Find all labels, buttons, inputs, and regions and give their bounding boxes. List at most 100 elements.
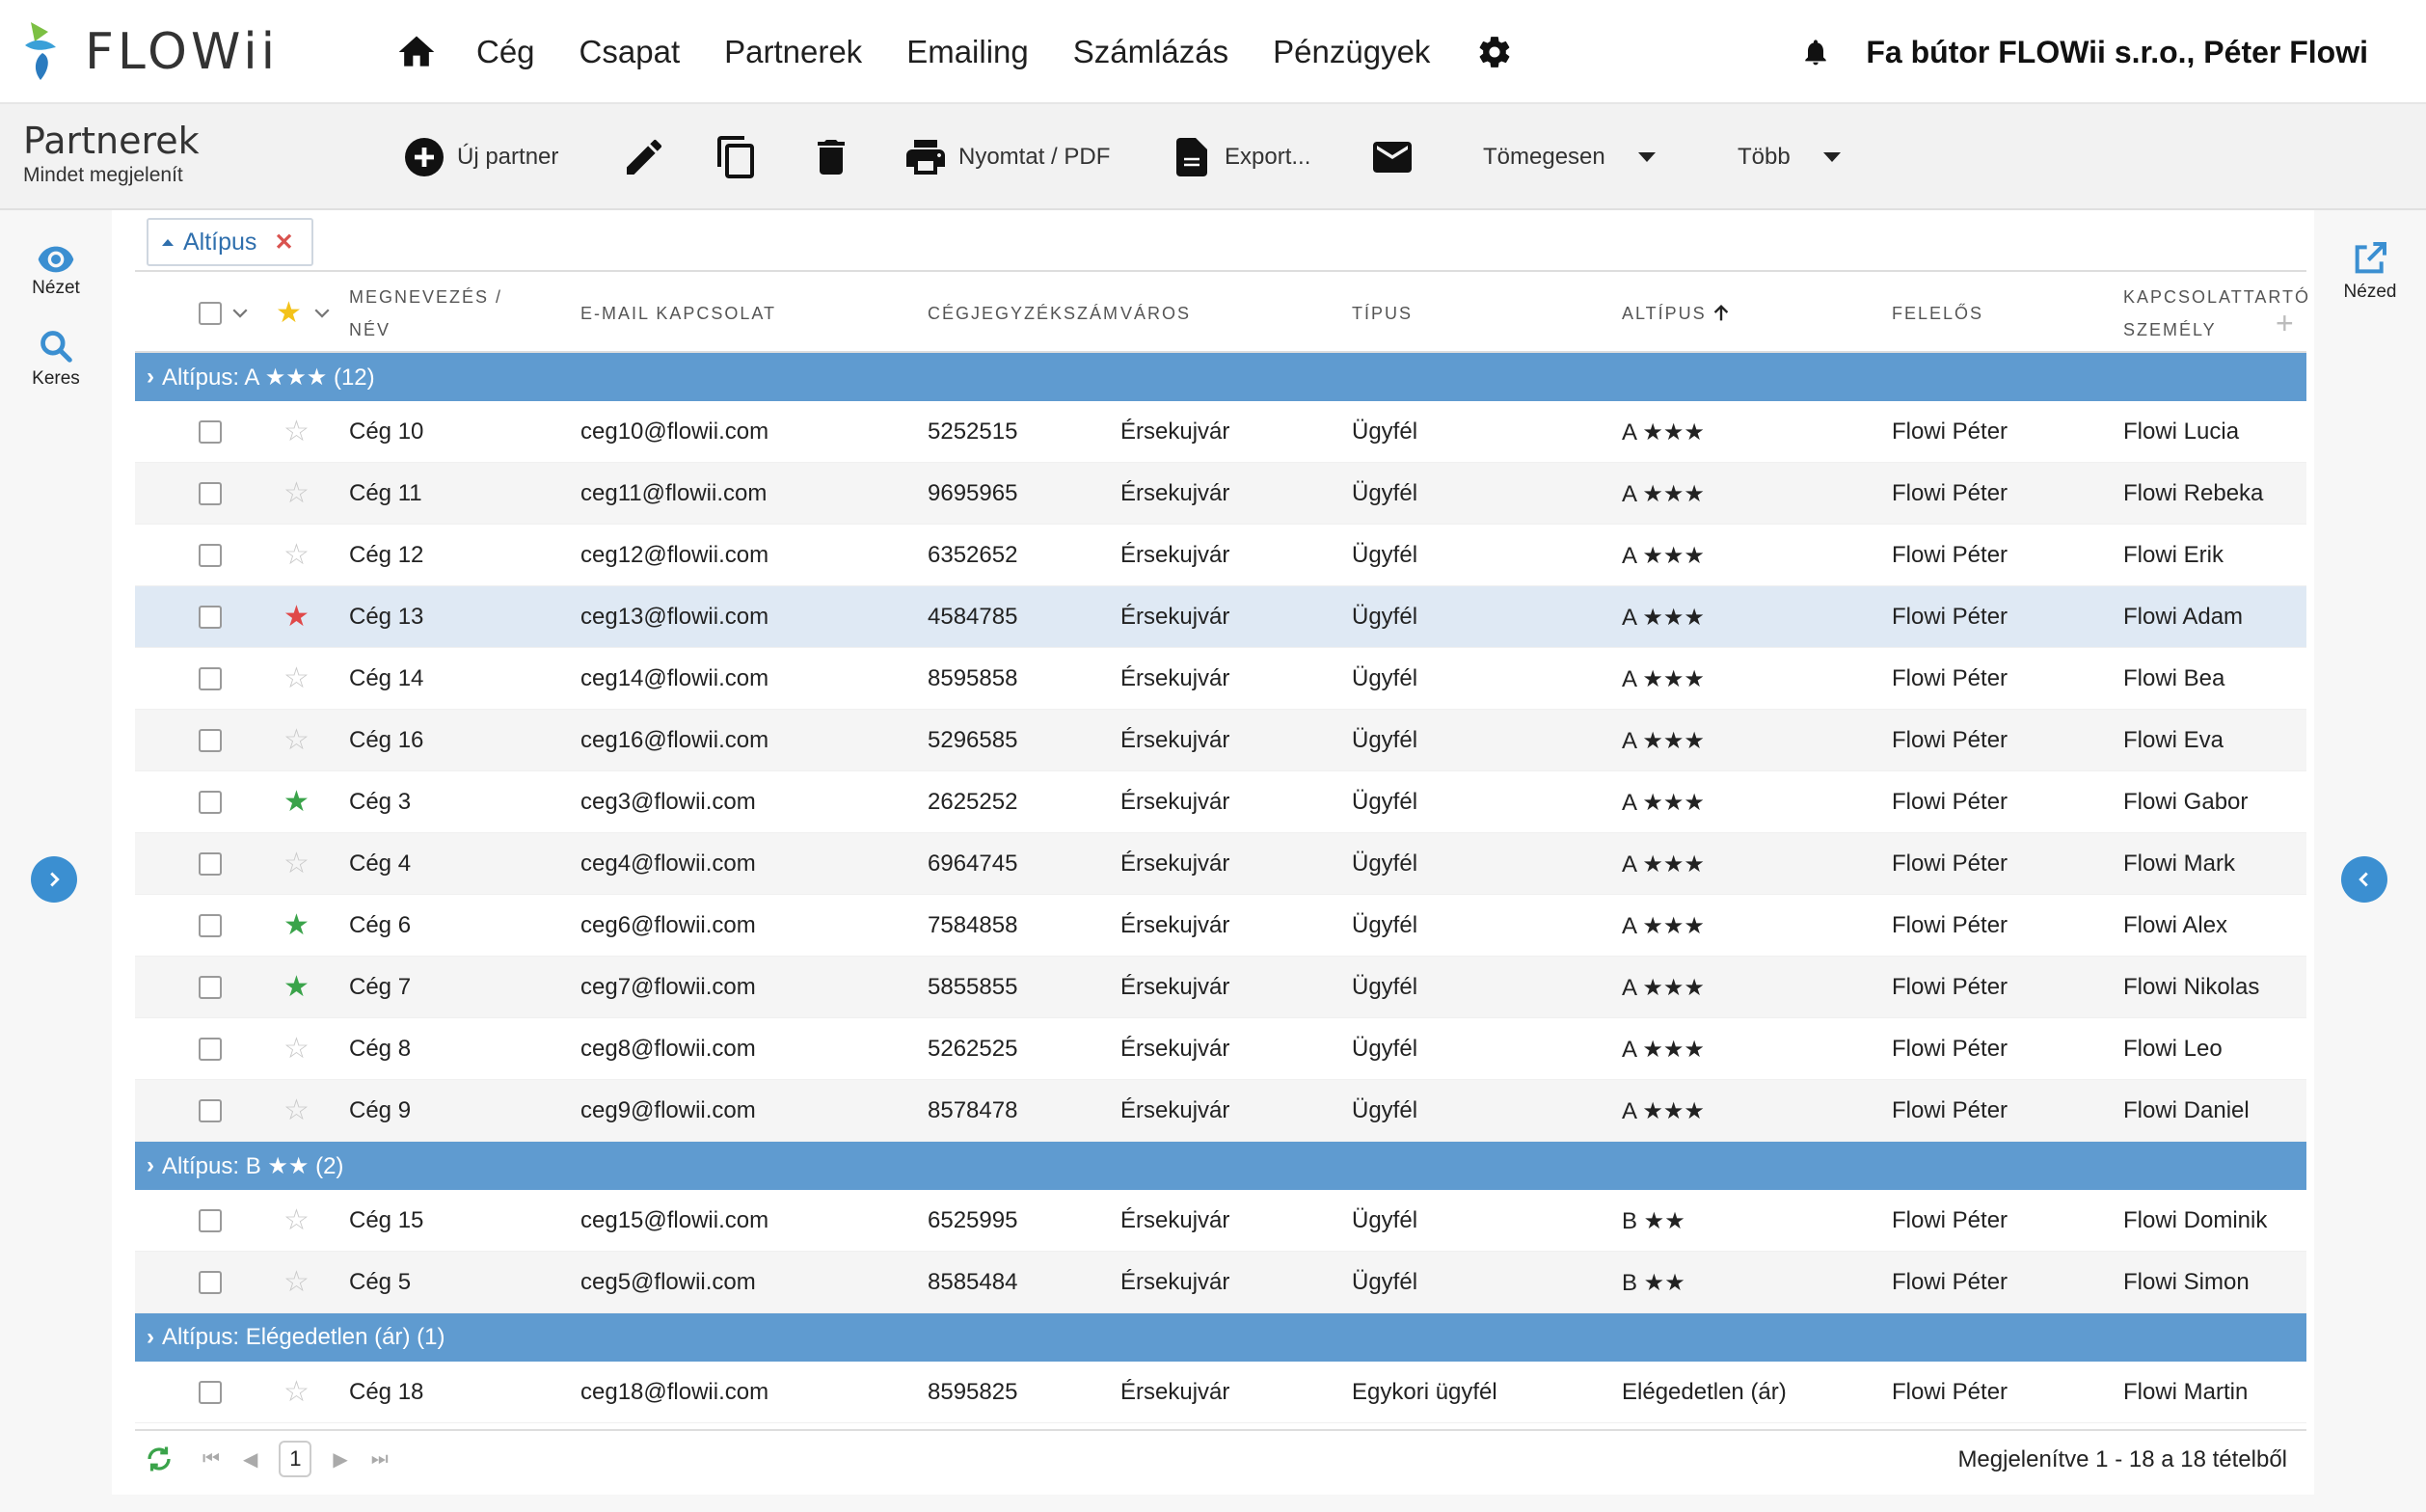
cell-name[interactable]: Cég 12 <box>349 542 424 568</box>
cell-email[interactable]: ceg3@flowii.com <box>580 789 756 815</box>
collapse-right-panel-button[interactable] <box>2341 856 2387 903</box>
cell-name[interactable]: Cég 13 <box>349 604 424 630</box>
cell-name[interactable]: Cég 7 <box>349 974 412 1000</box>
table-row[interactable]: ☆ Cég 10 ceg10@flowii.com 5252515 Érsekujvár… <box>135 401 2306 463</box>
view-button[interactable]: Nézet <box>0 245 112 299</box>
export-button[interactable]: Export... <box>1169 131 1310 183</box>
chevron-down-icon[interactable] <box>231 307 249 320</box>
table-row[interactable]: ★ Cég 3 ceg3@flowii.com 2625252 Érsekujvár Üg… <box>135 771 2306 833</box>
cell-name[interactable]: Cég 10 <box>349 418 424 445</box>
group-header-row[interactable]: › Altípus: Elégedetlen (ár) (1) <box>135 1313 2306 1362</box>
cell-email[interactable]: ceg6@flowii.com <box>580 912 756 938</box>
current-page[interactable]: 1 <box>279 1441 312 1477</box>
favorite-star-icon[interactable]: ☆ <box>283 1376 310 1408</box>
group-header-row[interactable]: › Altípus: A ★★★ (12) <box>135 353 2306 401</box>
bell-icon[interactable] <box>1800 37 1831 68</box>
favorite-star-icon[interactable]: ★ <box>283 786 310 818</box>
row-checkbox[interactable] <box>199 482 222 505</box>
row-checkbox[interactable] <box>199 914 222 937</box>
col-header-city[interactable]: VÁROS <box>1120 304 1192 323</box>
delete-button[interactable] <box>808 131 864 183</box>
print-pdf-button[interactable]: Nyomtat / PDF <box>903 131 1110 183</box>
copy-button[interactable] <box>714 131 769 183</box>
favorite-filter[interactable]: ★ <box>276 272 331 355</box>
group-by-chip[interactable]: Altípus ✕ <box>147 218 313 266</box>
col-header-contact[interactable]: KAPCSOLATTARTÓ SZEMÉLY <box>2123 287 2311 339</box>
more-dropdown[interactable]: Több <box>1738 131 1841 183</box>
table-row[interactable]: ☆ Cég 8 ceg8@flowii.com 5262525 Érsekujvár Üg… <box>135 1018 2306 1080</box>
favorite-star-icon[interactable]: ☆ <box>283 1266 310 1298</box>
favorite-star-icon[interactable]: ☆ <box>283 1204 310 1236</box>
cell-email[interactable]: ceg4@flowii.com <box>580 850 756 877</box>
expand-left-panel-button[interactable] <box>31 856 77 903</box>
cell-name[interactable]: Cég 14 <box>349 665 424 691</box>
cell-name[interactable]: Cég 18 <box>349 1379 424 1405</box>
open-view-button[interactable]: Nézed <box>2314 239 2426 303</box>
cell-email[interactable]: ceg14@flowii.com <box>580 665 769 691</box>
cell-name[interactable]: Cég 6 <box>349 912 412 938</box>
favorite-star-icon[interactable]: ☆ <box>283 416 310 447</box>
table-row[interactable]: ★ Cég 13 ceg13@flowii.com 4584785 Érsekujvár… <box>135 586 2306 648</box>
cell-email[interactable]: ceg13@flowii.com <box>580 604 769 630</box>
cell-email[interactable]: ceg12@flowii.com <box>580 542 769 568</box>
favorite-star-icon[interactable]: ☆ <box>283 848 310 879</box>
add-column-icon[interactable]: + <box>2276 306 2294 340</box>
email-button[interactable] <box>1369 131 1425 183</box>
favorite-star-icon[interactable]: ★ <box>283 909 310 941</box>
favorite-star-icon[interactable]: ☆ <box>283 1094 310 1126</box>
home-icon[interactable] <box>395 31 438 73</box>
cell-name[interactable]: Cég 11 <box>349 480 422 506</box>
col-header-type[interactable]: TÍPUS <box>1352 304 1414 323</box>
favorite-star-icon[interactable]: ☆ <box>283 724 310 756</box>
next-page-icon[interactable]: ▶ <box>333 1448 348 1471</box>
last-page-icon[interactable]: ⏭ <box>370 1447 389 1470</box>
cell-email[interactable]: ceg10@flowii.com <box>580 418 769 445</box>
cell-email[interactable]: ceg16@flowii.com <box>580 727 769 753</box>
nav-item-emailing[interactable]: Emailing <box>906 34 1029 69</box>
table-row[interactable]: ☆ Cég 14 ceg14@flowii.com 8595858 Érsekujvár… <box>135 648 2306 710</box>
table-row[interactable]: ★ Cég 7 ceg7@flowii.com 5855855 Érsekujvár Üg… <box>135 957 2306 1018</box>
cell-name[interactable]: Cég 5 <box>349 1269 412 1295</box>
favorite-star-icon[interactable]: ☆ <box>283 477 310 509</box>
table-row[interactable]: ☆ Cég 12 ceg12@flowii.com 6352652 Érsekujvár… <box>135 525 2306 586</box>
cell-name[interactable]: Cég 4 <box>349 850 412 877</box>
search-button[interactable]: Keres <box>0 328 112 390</box>
row-checkbox[interactable] <box>199 544 222 567</box>
cell-email[interactable]: ceg9@flowii.com <box>580 1097 756 1123</box>
favorite-star-icon[interactable]: ★ <box>283 971 310 1003</box>
remove-chip-icon[interactable]: ✕ <box>274 229 294 256</box>
cell-name[interactable]: Cég 8 <box>349 1036 412 1062</box>
refresh-icon[interactable] <box>143 1444 175 1473</box>
favorite-star-icon[interactable]: ☆ <box>283 662 310 694</box>
cell-name[interactable]: Cég 15 <box>349 1207 424 1233</box>
edit-button[interactable] <box>621 131 677 183</box>
row-checkbox[interactable] <box>199 1099 222 1122</box>
favorite-star-icon[interactable]: ☆ <box>283 1033 310 1065</box>
cell-email[interactable]: ceg18@flowii.com <box>580 1379 769 1405</box>
row-checkbox[interactable] <box>199 420 222 444</box>
new-partner-button[interactable]: Új partner <box>401 131 558 183</box>
group-header-row[interactable]: › Altípus: B ★★ (2) <box>135 1142 2306 1190</box>
col-header-owner[interactable]: FELELŐS <box>1892 304 1984 323</box>
col-header-name[interactable]: MEGNEVEZÉS / NÉV <box>349 287 503 339</box>
cell-email[interactable]: ceg11@flowii.com <box>580 480 768 506</box>
row-checkbox[interactable] <box>199 852 222 876</box>
select-all-control[interactable] <box>199 272 249 355</box>
cell-email[interactable]: ceg8@flowii.com <box>580 1036 756 1062</box>
row-checkbox[interactable] <box>199 606 222 629</box>
table-row[interactable]: ☆ Cég 15 ceg15@flowii.com 6525995 Érsekujvár… <box>135 1190 2306 1252</box>
row-checkbox[interactable] <box>199 1271 222 1294</box>
row-checkbox[interactable] <box>199 1038 222 1061</box>
row-checkbox[interactable] <box>199 1209 222 1232</box>
cell-name[interactable]: Cég 9 <box>349 1097 412 1123</box>
cell-email[interactable]: ceg15@flowii.com <box>580 1207 769 1233</box>
cell-email[interactable]: ceg7@flowii.com <box>580 974 756 1000</box>
select-all-checkbox[interactable] <box>199 302 222 325</box>
table-row[interactable]: ★ Cég 6 ceg6@flowii.com 7584858 Érsekujvár Üg… <box>135 895 2306 957</box>
prev-page-icon[interactable]: ◀ <box>243 1448 258 1471</box>
table-row[interactable]: ☆ Cég 4 ceg4@flowii.com 6964745 Érsekujvár Üg… <box>135 833 2306 895</box>
favorite-star-icon[interactable]: ★ <box>283 601 310 633</box>
table-row[interactable]: ☆ Cég 11 ceg11@flowii.com 9695965 Érsekujvár… <box>135 463 2306 525</box>
cell-name[interactable]: Cég 16 <box>349 727 424 753</box>
nav-item-ceg[interactable]: Cég <box>476 34 535 69</box>
